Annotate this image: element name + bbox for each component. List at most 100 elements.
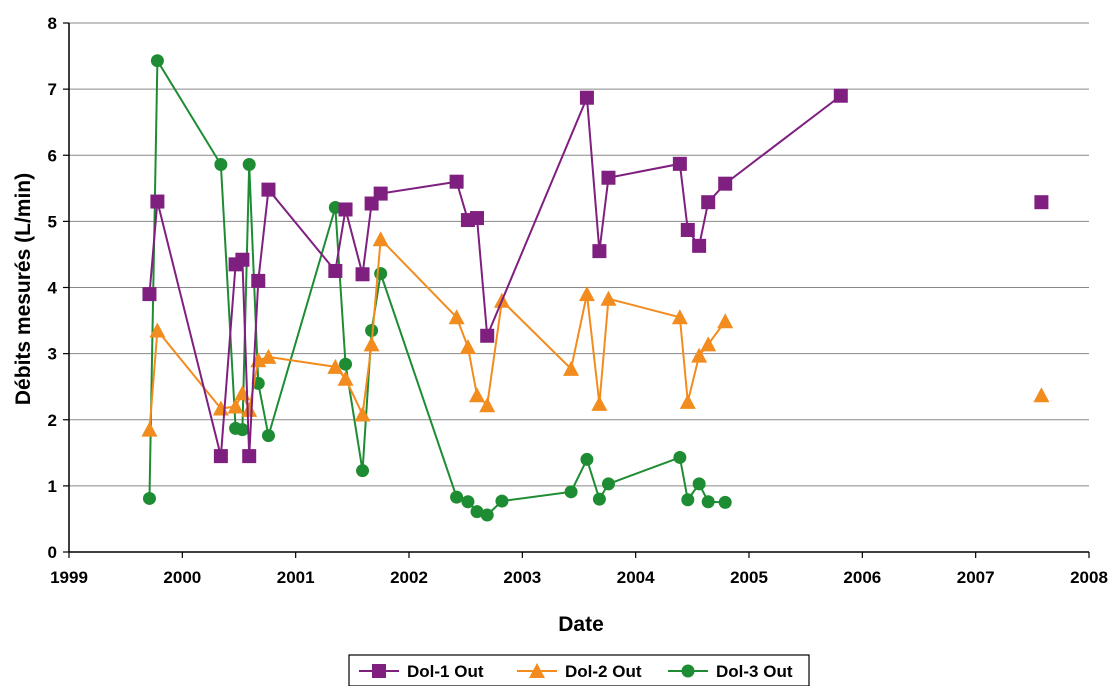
data-point	[355, 267, 370, 282]
data-point	[235, 252, 250, 267]
y-tick-label: 5	[48, 212, 57, 231]
data-point	[701, 495, 715, 509]
data-point	[1033, 387, 1050, 403]
gridlines	[69, 22, 1089, 487]
y-tick-label: 7	[48, 80, 57, 99]
data-point	[718, 176, 733, 191]
data-point	[564, 485, 578, 499]
y-tick-label: 0	[48, 543, 57, 562]
x-tick-label: 1999	[50, 568, 88, 587]
y-tick-label: 4	[48, 279, 58, 298]
data-point	[328, 263, 343, 278]
data-point	[261, 182, 276, 197]
data-point	[833, 88, 848, 103]
series-triangle-group	[141, 231, 1050, 437]
data-point	[495, 494, 509, 508]
data-point	[469, 387, 485, 403]
data-point	[261, 429, 275, 443]
legend-marker	[372, 664, 386, 678]
data-point	[365, 323, 379, 337]
data-point	[679, 393, 696, 409]
legend: Dol-1 Out Dol-2 Out Dol-3 Out	[348, 654, 810, 686]
legend-label: Dol-3 Out	[716, 662, 793, 681]
x-tick-label: 2000	[163, 568, 201, 587]
axes: 0 1 2 3 4 5 6 7 8 1999 2000 2001 2002 2003 2004 2005 200…	[48, 14, 1108, 587]
data-point	[373, 186, 388, 201]
x-tick-label: 2004	[617, 568, 655, 587]
data-point	[142, 491, 156, 505]
data-point	[150, 194, 165, 209]
data-point	[235, 423, 249, 437]
data-point	[718, 495, 732, 509]
data-point	[242, 158, 256, 172]
data-point	[260, 348, 277, 364]
legend-label: Dol-2 Out	[565, 662, 642, 681]
data-point	[700, 336, 717, 352]
data-point	[241, 401, 258, 417]
data-point	[701, 195, 716, 210]
legend-marker	[529, 663, 545, 678]
x-tick-label: 2001	[277, 568, 315, 587]
x-tick-label: 2007	[957, 568, 995, 587]
y-tick-label: 3	[48, 345, 57, 364]
x-tick-label: 2006	[843, 568, 881, 587]
data-point	[354, 406, 371, 422]
data-point	[213, 449, 228, 464]
data-point	[459, 339, 476, 355]
data-point	[227, 398, 244, 414]
data-point	[601, 477, 615, 491]
y-tick-label: 6	[48, 146, 57, 165]
data-point	[150, 54, 164, 68]
data-point	[470, 211, 484, 226]
data-point	[600, 290, 617, 306]
data-point	[479, 397, 496, 413]
data-point	[242, 449, 257, 464]
x-tick-label: 2008	[1070, 568, 1108, 587]
legend-marker	[681, 664, 695, 678]
data-point	[149, 322, 166, 338]
data-point	[356, 464, 370, 478]
data-point	[578, 286, 595, 302]
data-point	[480, 328, 495, 343]
data-point	[1034, 195, 1049, 210]
data-series	[141, 54, 1050, 522]
series-line	[148, 94, 842, 457]
data-point	[450, 490, 464, 504]
data-point	[337, 370, 354, 386]
y-tick-label: 1	[48, 477, 57, 496]
x-tick-label: 2003	[503, 568, 541, 587]
x-tick-label: 2005	[730, 568, 768, 587]
series-square-group	[142, 88, 1049, 464]
data-point	[717, 313, 734, 329]
data-point	[251, 273, 266, 288]
data-point	[680, 222, 695, 237]
y-tick-label: 2	[48, 411, 57, 430]
data-point	[601, 170, 616, 185]
data-point	[673, 450, 687, 464]
data-point	[338, 202, 353, 217]
data-point	[592, 244, 607, 259]
data-point	[141, 421, 158, 437]
data-point	[691, 347, 708, 363]
data-point	[672, 156, 687, 171]
data-point	[461, 495, 475, 509]
data-point	[671, 309, 688, 325]
legend-box	[348, 654, 810, 686]
data-point	[448, 309, 465, 325]
data-point	[142, 287, 157, 302]
data-point	[692, 477, 706, 491]
data-point	[327, 358, 344, 374]
x-tick-label: 2002	[390, 568, 428, 587]
data-point	[563, 360, 580, 376]
data-point	[591, 395, 608, 411]
legend-label: Dol-1 Out	[407, 662, 484, 681]
data-point	[692, 238, 707, 253]
y-axis-title: Débits mesurés (L/min)	[12, 173, 35, 405]
data-point	[374, 267, 388, 281]
x-axis-title: Date	[558, 613, 604, 636]
data-point	[363, 336, 380, 352]
data-point	[592, 492, 606, 506]
y-tick-label: 8	[48, 14, 57, 33]
